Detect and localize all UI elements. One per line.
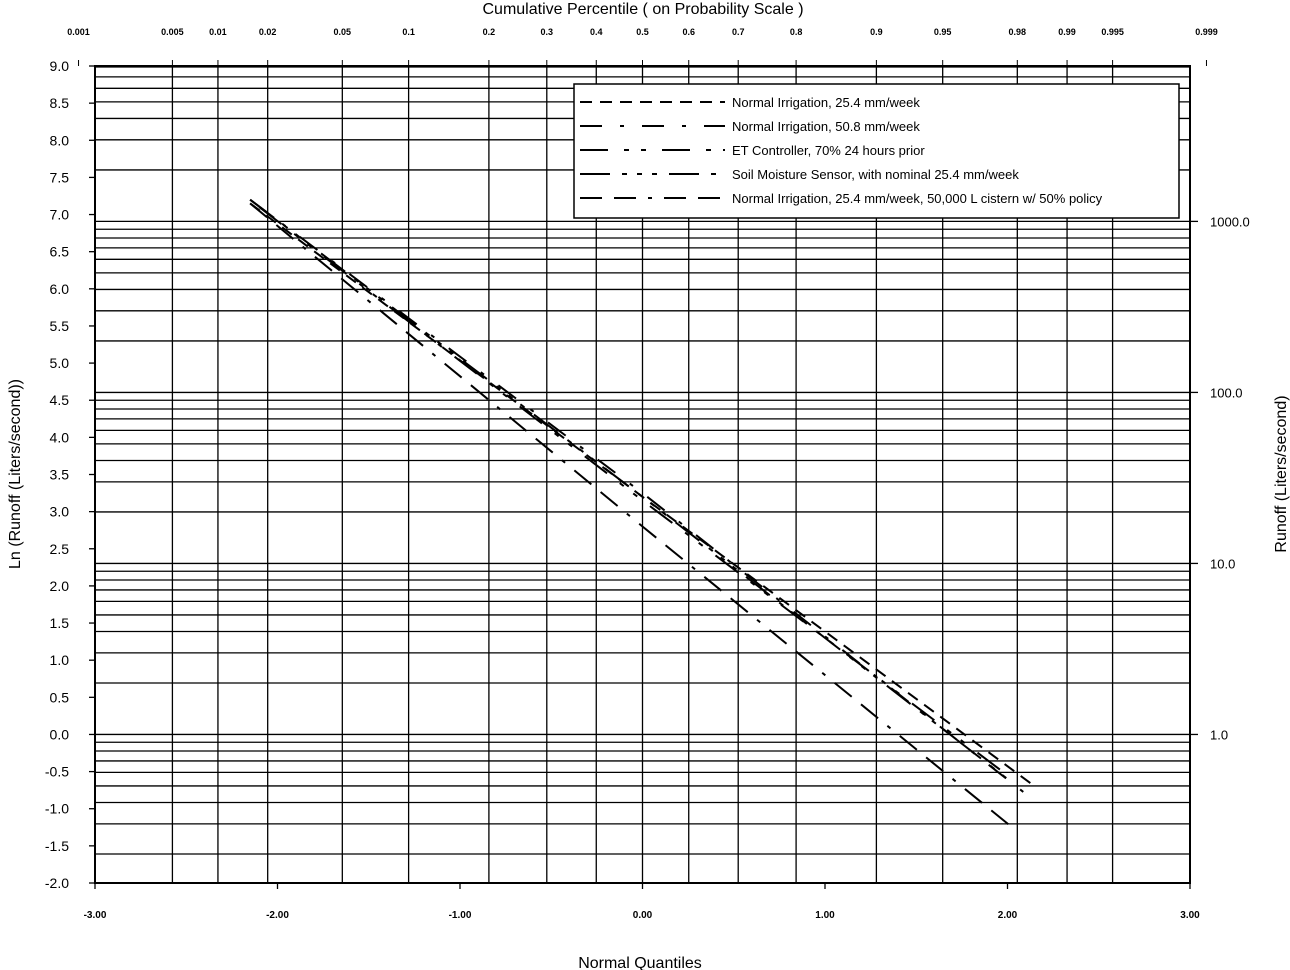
y-axis-title: Ln (Runoff (Liters/second))	[7, 379, 24, 569]
top-tick-label: 0.999	[1195, 27, 1218, 37]
y-tick-label: 6.0	[50, 281, 70, 297]
y-tick-label: 5.0	[50, 355, 70, 371]
top-axis-title: Cumulative Percentile ( on Probability S…	[482, 1, 803, 18]
y-tick-label: -2.0	[45, 875, 69, 891]
x-tick-label: -2.00	[266, 910, 289, 921]
series-line-4	[249, 198, 1009, 780]
top-tick-label: 0.995	[1101, 27, 1124, 37]
legend: Normal Irrigation, 25.4 mm/week Normal Ir…	[573, 83, 1180, 219]
y-tick-label: 4.0	[50, 429, 70, 445]
top-tick-label: 0.99	[1058, 27, 1076, 37]
y-tick-label: 2.5	[50, 541, 70, 557]
top-tick-label: 0.9	[870, 27, 883, 37]
series-line-1	[249, 202, 1036, 788]
top-tick-label: 0.4	[590, 27, 603, 37]
legend-label: Normal Irrigation, 25.4 mm/week, 50,000 …	[732, 191, 1103, 206]
y2-tick-label: 1000.0	[1210, 214, 1250, 229]
x-tick-label: 1.00	[815, 910, 835, 921]
top-tick-label: 0.7	[732, 27, 745, 37]
top-tick-label: 0.01	[209, 27, 227, 37]
y-tick-label: 5.5	[50, 318, 70, 334]
x-tick-label: 0.00	[633, 910, 653, 921]
y2-tick-label: 100.0	[1210, 385, 1243, 400]
y-tick-label: -1.5	[45, 838, 69, 854]
y-tick-label: 1.0	[50, 652, 70, 668]
top-tick-label: 0.3	[541, 27, 554, 37]
y-tick-label: 3.5	[50, 467, 70, 483]
series-lines	[249, 198, 1036, 832]
tick-labels: 0.001 0.005 0.01 0.02 0.05 0.1 0.2 0.3 0.4 0.5 0.6…	[45, 27, 1250, 921]
y-tick-label: -0.5	[45, 764, 69, 780]
y2-tick-label: 10.0	[1210, 556, 1235, 571]
legend-label: ET Controller, 70% 24 hours prior	[732, 143, 925, 158]
top-tick-label: 0.6	[682, 27, 695, 37]
legend-label: Normal Irrigation, 50.8 mm/week	[732, 119, 920, 134]
y-tick-label: 1.5	[50, 615, 70, 631]
y-tick-label: 0.5	[50, 689, 70, 705]
top-tick-label: 0.02	[259, 27, 277, 37]
legend-label: Soil Moisture Sensor, with nominal 25.4 …	[732, 167, 1019, 182]
y-tick-label: -1.0	[45, 801, 69, 817]
legend-label: Normal Irrigation, 25.4 mm/week	[732, 95, 920, 110]
x-tick-label: 3.00	[1180, 910, 1200, 921]
y-tick-label: 7.0	[50, 207, 70, 223]
y-tick-label: 3.0	[50, 504, 70, 520]
x-tick-label: -3.00	[84, 910, 107, 921]
y-tick-label: 8.5	[50, 95, 70, 111]
top-tick-label: 0.005	[161, 27, 184, 37]
y-tick-label: 9.0	[50, 58, 70, 74]
top-tick-label: 0.5	[636, 27, 649, 37]
y2-axis-title: Runoff (Liters/second)	[1273, 395, 1290, 552]
top-tick-label: 0.98	[1009, 27, 1027, 37]
x-axis-title: Normal Quantiles	[578, 955, 702, 970]
x-tick-label: -1.00	[449, 910, 472, 921]
x-tick-label: 2.00	[998, 910, 1018, 921]
y-tick-label: 0.0	[50, 726, 70, 742]
top-tick-label: 0.95	[934, 27, 952, 37]
top-tick-label: 0.2	[483, 27, 496, 37]
top-tick-label: 0.1	[402, 27, 415, 37]
y-tick-label: 6.5	[50, 244, 70, 260]
series-line-3	[258, 206, 1009, 777]
y2-tick-label: 1.0	[1210, 727, 1228, 742]
top-tick-label: 0.8	[790, 27, 803, 37]
top-tick-label: 0.05	[334, 27, 352, 37]
y-tick-label: 4.5	[50, 392, 70, 408]
y-tick-label: 8.0	[50, 132, 70, 148]
top-tick-label: 0.001	[67, 27, 90, 37]
series-line-5	[249, 202, 1018, 832]
y-tick-label: 7.5	[50, 169, 70, 185]
y-tick-label: 2.0	[50, 578, 70, 594]
